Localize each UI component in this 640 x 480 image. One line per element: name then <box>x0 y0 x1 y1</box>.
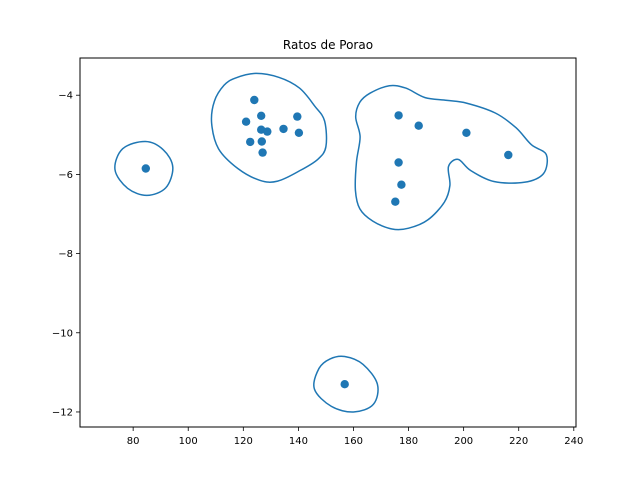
x-tick-label: 200 <box>454 436 473 447</box>
data-point-1 <box>141 164 150 173</box>
x-tick-label: 240 <box>564 436 583 447</box>
x-tick-label: 100 <box>179 436 198 447</box>
plot-frame <box>79 57 577 428</box>
data-point-11 <box>293 112 302 121</box>
points-group <box>141 95 513 389</box>
data-point-13 <box>394 111 403 120</box>
chart-title: Ratos de Porao <box>283 38 373 52</box>
y-tick-label: −6 <box>58 170 73 181</box>
data-point-20 <box>340 380 349 389</box>
y-tick-label: −10 <box>52 328 73 339</box>
data-point-15 <box>462 128 471 137</box>
y-tick-label: −8 <box>58 249 73 260</box>
x-tick-label: 120 <box>234 436 253 447</box>
data-point-6 <box>263 127 272 136</box>
contour-line-4 <box>313 355 379 413</box>
data-point-2 <box>250 95 259 105</box>
y-tick-label: −4 <box>58 91 73 102</box>
x-tick-label: 160 <box>344 436 363 447</box>
contour-line-1 <box>114 140 174 197</box>
x-tick-label: 220 <box>509 436 528 447</box>
data-point-16 <box>504 150 513 160</box>
y-tick-label: −12 <box>52 407 73 418</box>
data-point-8 <box>257 137 266 146</box>
data-point-19 <box>391 197 400 206</box>
data-point-12 <box>294 128 304 137</box>
data-point-10 <box>279 124 288 134</box>
x-tick-label: 180 <box>399 436 418 447</box>
data-point-4 <box>257 111 266 121</box>
x-tick-label: 80 <box>127 436 140 447</box>
data-point-14 <box>414 121 423 130</box>
x-tick-label: 140 <box>289 436 308 447</box>
data-point-17 <box>394 158 403 167</box>
contour-group <box>114 72 549 413</box>
x-axis: 80 100 120 140 160 180 200 220 240 <box>127 427 583 447</box>
data-point-3 <box>241 117 251 126</box>
data-point-7 <box>246 137 255 147</box>
data-point-18 <box>397 180 406 189</box>
y-axis: −12 −10 −8 −6 −4 <box>52 91 80 418</box>
contour-line-3 <box>354 84 549 231</box>
contour-line-2 <box>210 72 328 183</box>
data-point-9 <box>258 148 267 157</box>
